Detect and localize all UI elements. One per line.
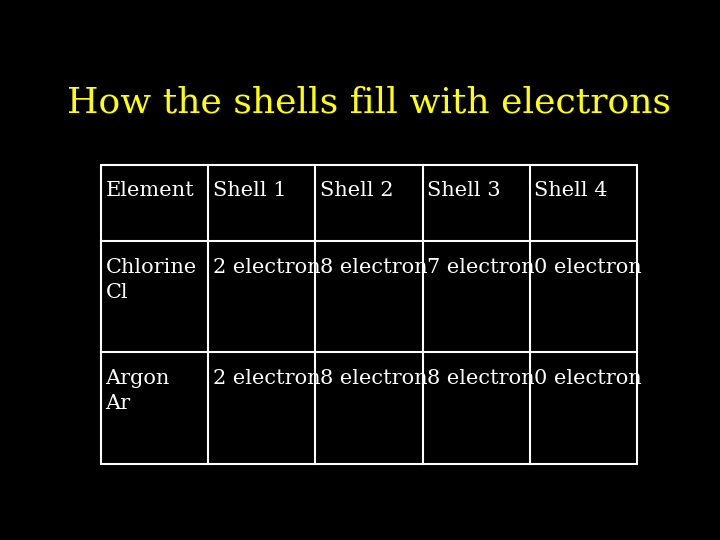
Bar [101, 165, 636, 464]
Text: 8 electron: 8 electron [320, 369, 428, 388]
Text: 2 electron: 2 electron [213, 258, 320, 276]
Text: How the shells fill with electrons: How the shells fill with electrons [67, 85, 671, 119]
Text: Element: Element [106, 181, 194, 200]
Text: 8 electron: 8 electron [320, 258, 428, 276]
Text: 2 electron: 2 electron [213, 369, 320, 388]
Text: 0 electron: 0 electron [534, 258, 642, 276]
Text: 8 electron: 8 electron [427, 369, 535, 388]
Text: Shell 1: Shell 1 [213, 181, 287, 200]
Text: 0 electron: 0 electron [534, 369, 642, 388]
Text: Shell 2: Shell 2 [320, 181, 393, 200]
Text: Shell 4: Shell 4 [534, 181, 608, 200]
Text: Chlorine
Cl: Chlorine Cl [106, 258, 197, 301]
Text: Argon
Ar: Argon Ar [106, 369, 170, 413]
Text: 7 electron: 7 electron [427, 258, 535, 276]
Text: Shell 3: Shell 3 [427, 181, 500, 200]
